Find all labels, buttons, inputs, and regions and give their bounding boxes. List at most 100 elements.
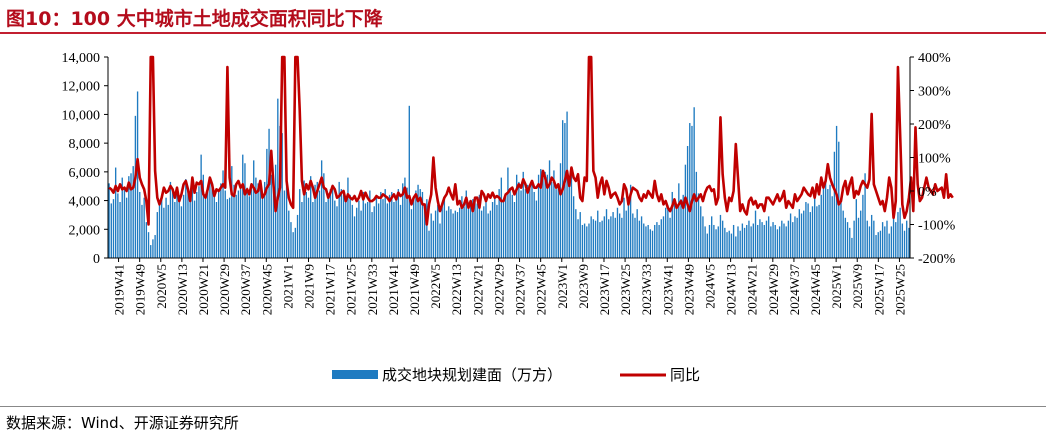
bar bbox=[500, 177, 503, 258]
bar bbox=[248, 196, 251, 258]
bar bbox=[669, 217, 671, 258]
bar bbox=[682, 194, 684, 258]
right-tick-label: -200% bbox=[918, 252, 956, 267]
bar bbox=[831, 196, 833, 258]
bar bbox=[303, 180, 305, 258]
bar bbox=[224, 190, 226, 258]
bar bbox=[844, 217, 847, 258]
bar bbox=[706, 233, 708, 258]
bar bbox=[292, 232, 294, 258]
bar bbox=[785, 226, 787, 258]
bar bbox=[798, 209, 801, 258]
bar bbox=[787, 220, 790, 258]
bar bbox=[266, 148, 268, 258]
bar bbox=[588, 223, 590, 258]
bar bbox=[305, 191, 307, 258]
bar bbox=[855, 199, 857, 258]
bar bbox=[193, 200, 196, 258]
bar bbox=[774, 224, 776, 258]
bar bbox=[515, 174, 518, 258]
bar bbox=[557, 184, 559, 258]
x-tick-label: 2022W5 bbox=[428, 264, 443, 309]
bar bbox=[180, 206, 183, 258]
bar bbox=[555, 189, 557, 258]
bar bbox=[594, 220, 597, 258]
bar bbox=[553, 170, 555, 258]
legend-swatch-bar bbox=[332, 370, 378, 379]
bar bbox=[465, 190, 467, 258]
bar bbox=[213, 194, 215, 258]
bar bbox=[645, 226, 647, 258]
x-tick-label: 2025W9 bbox=[850, 264, 865, 309]
bar bbox=[675, 206, 678, 258]
bar bbox=[402, 183, 404, 258]
x-tick-label: 2024W29 bbox=[766, 264, 781, 315]
bar bbox=[478, 194, 481, 258]
bar bbox=[892, 217, 895, 258]
right-tick-label: 300% bbox=[918, 85, 951, 100]
bar bbox=[491, 202, 494, 258]
right-tick-label: 0% bbox=[918, 185, 937, 200]
bar bbox=[426, 199, 428, 258]
bar bbox=[667, 204, 669, 258]
bar bbox=[778, 226, 781, 258]
bar bbox=[450, 209, 452, 258]
bar bbox=[443, 197, 446, 258]
bar bbox=[678, 183, 680, 258]
x-tick-label: 2023W1 bbox=[555, 264, 570, 309]
bar bbox=[693, 107, 695, 258]
bar bbox=[862, 194, 864, 258]
bar bbox=[152, 239, 154, 258]
bar bbox=[377, 203, 380, 258]
x-tick-label: 2021W25 bbox=[344, 264, 359, 315]
bar bbox=[759, 219, 761, 258]
bar bbox=[233, 184, 235, 258]
bar bbox=[156, 212, 158, 258]
bar bbox=[362, 191, 364, 258]
bar bbox=[864, 173, 866, 258]
bar bbox=[884, 226, 886, 258]
bar bbox=[296, 214, 299, 258]
bar bbox=[439, 223, 441, 258]
bar bbox=[480, 210, 483, 258]
bar bbox=[730, 233, 733, 258]
bar bbox=[259, 189, 261, 258]
bar bbox=[689, 123, 691, 258]
bar bbox=[299, 189, 301, 258]
bar bbox=[340, 189, 343, 258]
bar bbox=[741, 223, 744, 258]
bar bbox=[171, 189, 174, 258]
bar bbox=[270, 174, 272, 258]
x-tick-label: 2021W49 bbox=[407, 264, 422, 315]
bar bbox=[130, 173, 132, 258]
bar bbox=[612, 212, 614, 258]
bar bbox=[717, 226, 719, 258]
bar bbox=[242, 154, 244, 258]
bar bbox=[816, 206, 818, 258]
bar bbox=[108, 183, 110, 258]
bar bbox=[824, 181, 827, 258]
bar bbox=[570, 170, 573, 258]
bar bbox=[204, 196, 207, 258]
bar bbox=[654, 224, 656, 258]
bar bbox=[857, 217, 860, 258]
x-tick-label: 2020W45 bbox=[259, 264, 274, 315]
figure-title: 图10：100 大中城市土地成交面积同比下降 bbox=[6, 8, 383, 30]
bar bbox=[421, 191, 424, 258]
bar bbox=[423, 203, 426, 258]
bar bbox=[726, 232, 728, 258]
bar bbox=[336, 206, 338, 258]
bar bbox=[150, 245, 152, 258]
bar bbox=[469, 202, 472, 258]
x-tick-label: 2021W1 bbox=[280, 264, 295, 309]
x-tick-label: 2023W9 bbox=[576, 264, 591, 309]
bar bbox=[548, 160, 551, 258]
bar bbox=[467, 203, 470, 258]
bar bbox=[638, 220, 641, 258]
x-tick-label: 2023W33 bbox=[639, 264, 654, 315]
bar bbox=[634, 217, 636, 258]
source-rule bbox=[0, 406, 1046, 407]
bar bbox=[822, 187, 825, 258]
bar bbox=[781, 220, 783, 258]
bar bbox=[518, 181, 520, 258]
